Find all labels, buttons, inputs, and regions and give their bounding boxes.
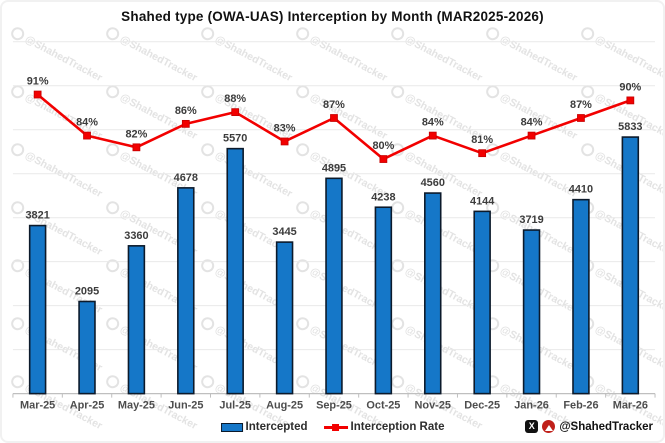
rate-label: 81% <box>471 134 493 146</box>
bar <box>621 136 640 395</box>
bar-value-label: 4144 <box>470 195 495 207</box>
rate-marker <box>379 155 388 163</box>
rate-marker <box>626 96 635 105</box>
attribution-handle: @ShahedTracker <box>559 420 653 433</box>
month-label: Nov-25 <box>415 400 451 412</box>
rate-marker <box>330 114 338 122</box>
attribution: X @ShahedTracker <box>525 420 653 433</box>
rate-label: 86% <box>175 105 197 117</box>
month-label: Jul-25 <box>219 400 251 412</box>
bar <box>177 187 195 395</box>
rate-marker <box>577 114 585 122</box>
month-label: Jun-25 <box>168 400 203 412</box>
rate-marker <box>132 143 141 152</box>
rate-marker <box>181 119 190 128</box>
bar <box>275 241 294 395</box>
bar <box>127 245 146 395</box>
legend-label-interception-rate: Interception Rate <box>350 421 445 433</box>
bar-value-label: 4238 <box>371 191 395 203</box>
rate-marker <box>527 131 536 140</box>
bar <box>325 177 343 395</box>
bar <box>522 229 541 395</box>
rate-marker <box>83 131 91 140</box>
rate-label: 80% <box>372 140 394 152</box>
bar-value-label: 5833 <box>618 121 642 133</box>
bar-value-label: 4410 <box>569 184 593 196</box>
month-label: May-25 <box>118 400 155 412</box>
rate-label: 84% <box>521 117 543 129</box>
x-twitter-icon: X <box>525 420 539 433</box>
rate-marker <box>33 90 42 99</box>
bar-swatch-icon <box>220 422 243 432</box>
rate-label: 82% <box>125 128 147 140</box>
rate-label: 84% <box>76 117 98 129</box>
bar-value-label: 4895 <box>322 162 346 174</box>
bar-value-label: 3360 <box>124 230 148 242</box>
month-label: Sep-25 <box>316 400 352 412</box>
rate-marker <box>428 131 437 140</box>
bar-value-label: 3821 <box>25 210 49 222</box>
line-swatch-icon <box>323 423 348 432</box>
bar <box>374 206 393 395</box>
month-label: Mar-26 <box>613 400 648 412</box>
bar <box>424 192 442 395</box>
bar-value-label: 4678 <box>174 172 198 184</box>
rate-marker <box>280 137 289 146</box>
legend-item-interception-rate: Interception Rate <box>323 421 445 433</box>
bar-value-label: 2095 <box>75 286 99 298</box>
rate-label: 91% <box>27 76 49 88</box>
month-label: Apr-25 <box>70 400 105 412</box>
month-label: Jan-26 <box>514 400 549 412</box>
month-label: Feb-26 <box>563 400 598 412</box>
bar <box>473 210 491 395</box>
bar <box>572 198 590 395</box>
bar <box>226 147 244 395</box>
legend-label-intercepted: Intercepted <box>245 421 308 433</box>
bar-value-label: 5570 <box>223 133 247 145</box>
chart-legend: Intercepted Interception Rate <box>220 421 445 433</box>
shahedtracker-logo-icon <box>542 420 556 433</box>
bar-value-label: 3445 <box>272 226 296 238</box>
month-label: Aug-25 <box>266 400 303 412</box>
rate-label: 87% <box>323 99 345 111</box>
bar <box>28 224 47 395</box>
chart-title: Shahed type (OWA-UAS) Interception by Mo… <box>121 9 544 24</box>
rate-label: 84% <box>422 117 444 129</box>
rate-marker <box>231 108 240 117</box>
rate-label: 83% <box>274 123 296 135</box>
month-label: Oct-25 <box>366 400 400 412</box>
bar-value-label: 3719 <box>519 214 543 226</box>
rate-label: 90% <box>619 81 641 93</box>
month-label: Dec-25 <box>464 400 500 412</box>
rate-label: 88% <box>224 93 246 105</box>
rate-label: 87% <box>570 99 592 111</box>
month-label: Mar-25 <box>20 400 55 412</box>
rate-marker <box>478 149 487 158</box>
bar-value-label: 4560 <box>421 177 445 189</box>
legend-item-intercepted: Intercepted <box>220 421 308 433</box>
bar <box>78 300 96 395</box>
